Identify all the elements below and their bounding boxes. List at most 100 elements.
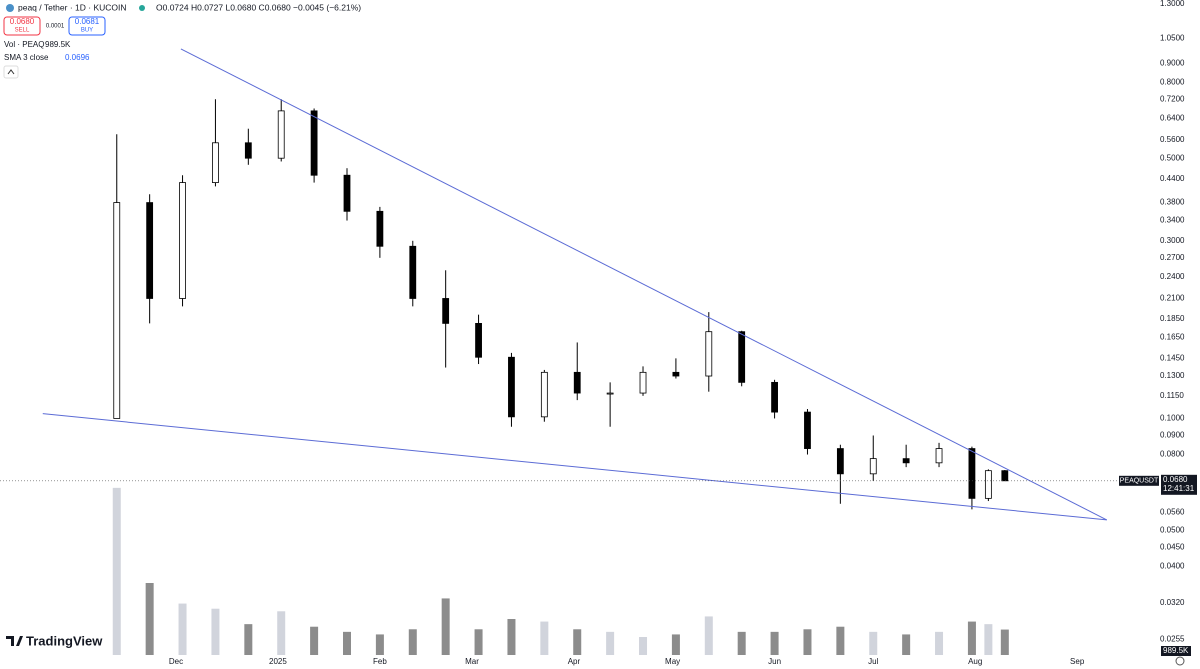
candle-body — [146, 202, 154, 299]
candle-body — [869, 458, 877, 475]
ohlc-legend: O0.0724 H0.0727 L0.0680 C0.0680 −0.0045 … — [156, 2, 361, 12]
x-tick-label: Dec — [169, 657, 183, 666]
y-tick-label: 0.0400 — [1160, 562, 1185, 571]
volume-tag-text: 989.5K — [1163, 646, 1189, 655]
y-tick-label: 0.2400 — [1160, 272, 1185, 281]
y-tick-label: 0.3000 — [1160, 236, 1185, 245]
x-tick-label: Jul — [868, 657, 878, 666]
symbol-title: peaq / Tether · 1D · KUCOIN — [18, 2, 127, 12]
volume-bar — [671, 634, 680, 655]
candle — [475, 314, 482, 365]
candle-body — [984, 470, 992, 499]
candle-body — [738, 331, 746, 383]
y-tick-label: 0.1850 — [1160, 314, 1185, 323]
candle-body — [244, 142, 252, 159]
settings-icon — [1175, 656, 1185, 666]
candle — [409, 240, 417, 307]
volume-bar — [145, 583, 154, 655]
candle — [442, 270, 450, 368]
candle — [573, 342, 581, 401]
y-tick-label: 0.0320 — [1160, 598, 1185, 607]
settings-button[interactable] — [1175, 656, 1185, 666]
spread: 0.0001 — [46, 24, 65, 30]
volume-bar — [639, 637, 648, 655]
y-tick-label: 0.0800 — [1160, 450, 1185, 459]
y-tick-label: 0.4400 — [1160, 174, 1185, 183]
volume-legend-value: 989.5K — [45, 40, 71, 49]
y-tick-label: 0.1000 — [1160, 414, 1185, 423]
candle-body — [968, 448, 976, 499]
candle — [836, 444, 844, 504]
x-tick-label: Mar — [465, 657, 479, 666]
y-tick-label: 0.9000 — [1160, 58, 1185, 67]
y-tick-label: 0.5000 — [1160, 153, 1185, 162]
sma-legend-value: 0.0696 — [65, 53, 90, 62]
y-tick-label: 1.0500 — [1160, 33, 1185, 42]
volume-bar — [836, 626, 845, 655]
volume-bar — [474, 629, 483, 655]
candle — [508, 352, 515, 427]
volume-bar — [342, 631, 351, 655]
candle — [804, 409, 811, 455]
buy-box — [68, 16, 106, 36]
candle-body — [343, 174, 351, 212]
sell-box — [3, 16, 41, 36]
volume-legend: Vol · PEAQ — [4, 40, 44, 49]
candle — [1001, 470, 1009, 482]
volume-bar — [803, 629, 812, 655]
symbol-tag — [1119, 475, 1159, 486]
sell-button[interactable]: 0.0680 SELL — [3, 16, 41, 36]
buy-price: 0.0681 — [75, 17, 100, 26]
y-tick-label: 0.6400 — [1160, 113, 1185, 122]
collapse-box — [3, 65, 19, 79]
y-tick-label: 0.0255 — [1160, 635, 1185, 644]
candle-body — [179, 182, 186, 299]
volume-bar — [704, 616, 713, 655]
candle — [310, 108, 318, 183]
sell-label: SELL — [15, 28, 30, 34]
y-tick-label: 0.2100 — [1160, 294, 1185, 303]
candle — [869, 435, 877, 481]
volume-bar — [441, 598, 450, 655]
volume-bar — [211, 608, 220, 655]
brand-name: TradingView — [26, 633, 103, 648]
candle — [984, 469, 992, 502]
sma-legend: SMA 3 close — [4, 53, 49, 62]
buy-button[interactable]: 0.0681 BUY — [68, 16, 106, 36]
y-tick-label: 0.0560 — [1160, 507, 1185, 516]
candle — [968, 446, 976, 510]
trend-line — [180, 48, 1108, 521]
y-tick-label: 0.3800 — [1160, 198, 1185, 207]
y-tick-label: 0.1450 — [1160, 353, 1185, 362]
candle-body — [540, 371, 548, 418]
candle-body — [1001, 470, 1009, 482]
collapse-icon — [7, 69, 15, 75]
candle-body — [935, 448, 943, 464]
brand-logo: TradingView — [6, 633, 103, 648]
symbol-icon — [6, 4, 14, 12]
candle-body — [804, 411, 811, 449]
volume-tag — [1161, 646, 1191, 656]
candle — [771, 379, 778, 419]
volume-bar — [178, 603, 187, 655]
y-tick-label: 0.7200 — [1160, 94, 1185, 103]
price-tag-countdown: 12:41:31 — [1163, 484, 1195, 493]
x-tick-label: 2025 — [269, 657, 287, 666]
candle — [902, 444, 910, 468]
trend-line — [42, 413, 1107, 521]
volume-bar — [408, 629, 417, 655]
volume-bar — [935, 631, 944, 655]
price-tag-value: 0.0680 — [1163, 475, 1188, 484]
volume-bar — [573, 629, 582, 655]
volume-bar — [507, 619, 516, 655]
y-tick-label: 0.3400 — [1160, 216, 1185, 225]
candle-body — [310, 110, 318, 176]
volume-bar — [869, 631, 878, 655]
volume-bar — [967, 621, 976, 655]
y-tick-label: 0.1150 — [1160, 391, 1184, 400]
volume-bar — [902, 634, 911, 655]
collapse-button[interactable] — [3, 65, 19, 79]
buy-label: BUY — [81, 28, 93, 34]
market-status — [139, 5, 145, 11]
